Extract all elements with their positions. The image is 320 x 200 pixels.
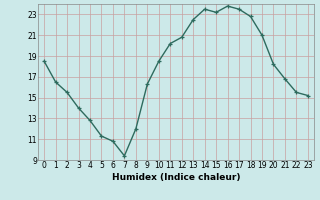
X-axis label: Humidex (Indice chaleur): Humidex (Indice chaleur) — [112, 173, 240, 182]
